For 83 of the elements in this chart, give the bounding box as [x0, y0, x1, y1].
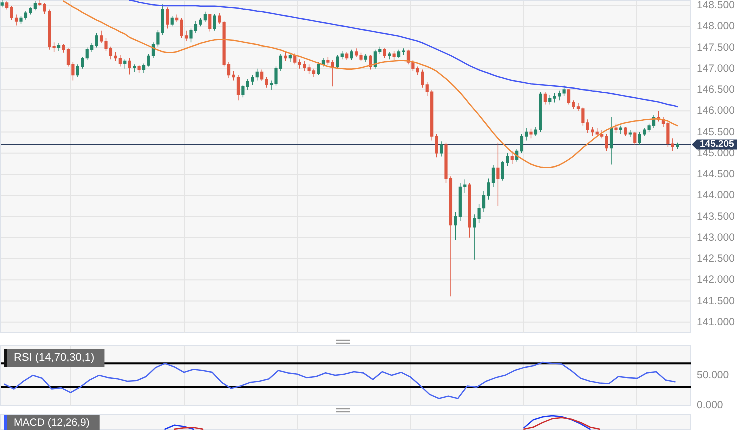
candlestick [265, 76, 268, 88]
candlestick [619, 126, 623, 135]
y-tick-label: 0.000 [697, 399, 724, 412]
candlestick [6, 0, 9, 10]
y-tick-label: 147.500 [697, 42, 736, 54]
candlestick [610, 116, 614, 166]
candlestick [331, 60, 334, 87]
y-tick-label: 144.500 [697, 168, 736, 181]
candlestick [435, 134, 438, 158]
candlestick [322, 58, 326, 68]
candlestick [600, 130, 604, 139]
candlestick [0, 0, 4, 8]
candlestick [346, 52, 349, 61]
candlestick [383, 48, 386, 59]
candlestick [671, 138, 674, 152]
candlestick [284, 52, 288, 62]
y-tick-label: 141.500 [697, 295, 736, 308]
y-tick-label: 148.000 [697, 20, 736, 33]
candlestick [138, 65, 141, 74]
candlestick [614, 123, 618, 134]
candlestick [676, 142, 680, 150]
y-tick-label: 144.000 [697, 190, 736, 202]
chart-title: MACD (12,26,9) [14, 416, 90, 429]
candlestick [176, 14, 179, 23]
candlestick [473, 214, 476, 260]
candlestick [326, 56, 330, 66]
y-tick-label: 143.500 [697, 210, 736, 223]
candlestick [161, 4, 164, 36]
candlestick [496, 142, 500, 207]
candlestick [548, 94, 552, 106]
candlestick [510, 150, 514, 164]
candlestick [468, 182, 472, 238]
candlestick [242, 84, 245, 98]
candlestick [340, 50, 344, 60]
candlestick [260, 69, 264, 82]
line-series [63, 0, 678, 168]
candlestick [336, 55, 340, 70]
y-tick-label: 146.000 [697, 105, 736, 118]
candlestick [52, 42, 56, 52]
y-tick-label: 147.000 [697, 62, 736, 75]
line-series [4, 362, 676, 400]
candlestick [350, 50, 354, 61]
candlestick [204, 11, 207, 23]
text: RSI (14,70,30,1) [14, 352, 95, 364]
candlestick [392, 50, 396, 61]
candlestick [440, 141, 444, 158]
candlestick [57, 43, 61, 52]
y-tick-label: 145.500 [697, 126, 736, 138]
candlestick [605, 134, 608, 152]
candlestick [218, 12, 222, 25]
candlestick [166, 7, 170, 30]
y-tick-label: 146.500 [697, 84, 736, 96]
candlestick [124, 59, 127, 70]
candlestick [170, 16, 174, 27]
candlestick [118, 55, 122, 68]
candlestick [256, 68, 259, 82]
candlestick [213, 14, 216, 32]
y-tick-label: 143.000 [697, 232, 736, 244]
y-tick-label: 148.500 [697, 0, 736, 12]
candlestick [596, 128, 599, 138]
y-tick-label: 142.000 [697, 274, 736, 286]
line-series [129, 0, 678, 108]
candlestick [628, 130, 632, 138]
candlestick [288, 52, 292, 63]
candlestick [34, 0, 37, 11]
y-tick-label: 50.000 [697, 370, 730, 382]
candlestick [95, 32, 98, 48]
candlestick [562, 85, 566, 97]
y-tick-label: 141.000 [697, 316, 736, 328]
candlestick [530, 128, 533, 139]
candlestick [133, 64, 136, 73]
candlestick [454, 212, 458, 240]
candlestick [388, 52, 392, 60]
candlestick [634, 132, 637, 146]
candlestick [312, 68, 316, 78]
y-tick-label: 142.500 [697, 253, 736, 266]
candlestick [364, 54, 368, 63]
candlestick [128, 58, 132, 76]
candlestick [544, 92, 547, 106]
candlestick [624, 126, 628, 137]
candlestick [317, 62, 320, 76]
candlestick [208, 14, 212, 32]
candlestick [38, 0, 42, 7]
